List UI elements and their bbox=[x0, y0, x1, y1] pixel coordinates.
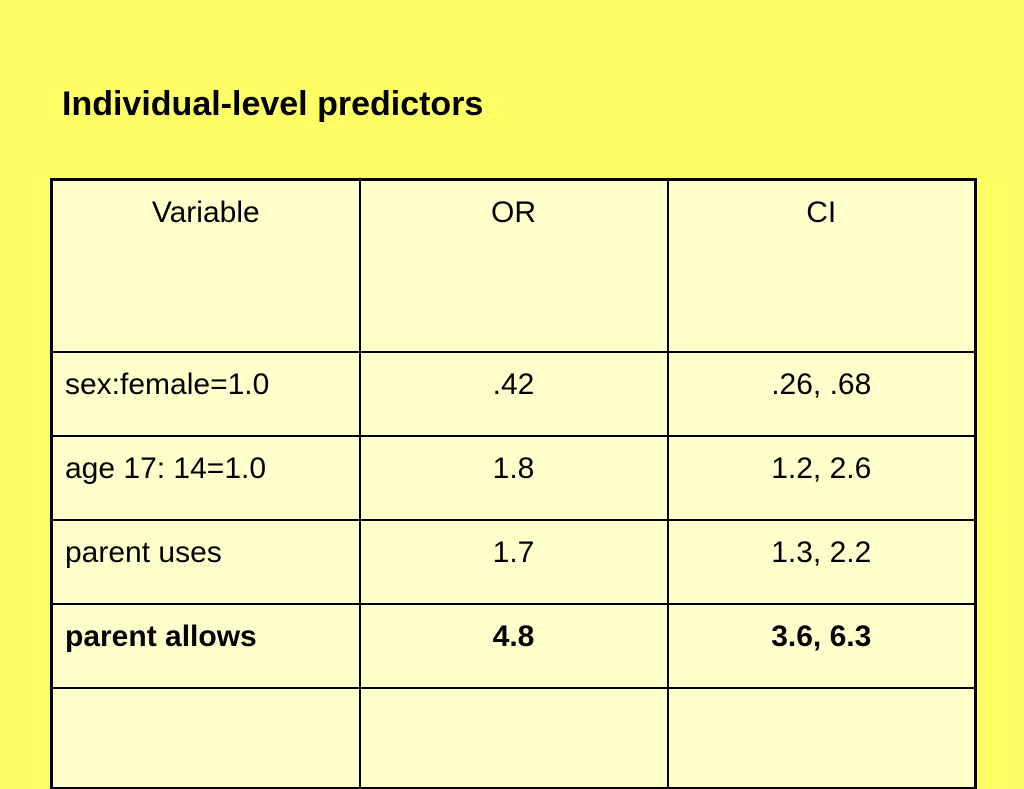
cell-variable: sex:female=1.0 bbox=[50, 350, 361, 437]
cell-variable: parent allows bbox=[50, 602, 361, 689]
table-header: Variable OR CI bbox=[50, 178, 977, 353]
cell-or: 4.8 bbox=[358, 602, 669, 689]
header-row: Variable OR CI bbox=[50, 178, 977, 353]
cell-or: 1.8 bbox=[358, 434, 669, 521]
table-row: parent uses 1.7 1.3, 2.2 bbox=[50, 518, 977, 605]
header-variable: Variable bbox=[50, 178, 361, 353]
cell-or bbox=[358, 686, 669, 789]
table-row-empty bbox=[50, 686, 977, 789]
cell-or: .42 bbox=[358, 350, 669, 437]
cell-ci bbox=[666, 686, 977, 789]
cell-ci: 3.6, 6.3 bbox=[666, 602, 977, 689]
cell-ci: 1.2, 2.6 bbox=[666, 434, 977, 521]
predictors-table: Variable OR CI sex:female=1.0 .42 .26, .… bbox=[50, 178, 977, 789]
cell-or: 1.7 bbox=[358, 518, 669, 605]
cell-ci: .26, .68 bbox=[666, 350, 977, 437]
header-or: OR bbox=[358, 178, 669, 353]
cell-ci: 1.3, 2.2 bbox=[666, 518, 977, 605]
table-row-highlighted: parent allows 4.8 3.6, 6.3 bbox=[50, 602, 977, 689]
cell-variable bbox=[50, 686, 361, 789]
table-row: sex:female=1.0 .42 .26, .68 bbox=[50, 350, 977, 437]
cell-variable: parent uses bbox=[50, 518, 361, 605]
slide-title: Individual-level predictors bbox=[62, 85, 484, 123]
cell-variable: age 17: 14=1.0 bbox=[50, 434, 361, 521]
header-ci: CI bbox=[666, 178, 977, 353]
table-body: sex:female=1.0 .42 .26, .68 age 17: 14=1… bbox=[50, 350, 977, 789]
table-row: age 17: 14=1.0 1.8 1.2, 2.6 bbox=[50, 434, 977, 521]
